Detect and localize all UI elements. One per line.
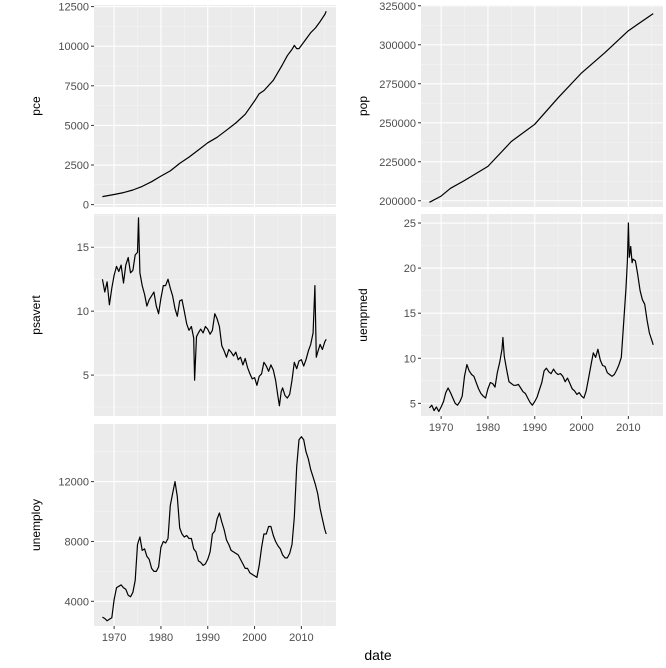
y-tick-label: 325000: [379, 1, 416, 13]
y-tick-label: 5: [83, 370, 89, 382]
panel-uempmed: 5 10 15 20 25 1970 1980 1990 2000 2010 uempmed: [356, 214, 663, 434]
y-tick-label: 15: [77, 242, 89, 254]
series-line-pce: [102, 11, 327, 198]
y-axis-label: pce: [29, 96, 43, 116]
y-axis-label: psavert: [29, 295, 43, 335]
panel-background: [421, 5, 663, 207]
y-tick-label: 10: [77, 306, 89, 318]
panel-background: [94, 5, 336, 207]
panel-background: [421, 214, 663, 416]
y-tick-label: 200000: [379, 196, 416, 208]
y-axis-label: pop: [356, 96, 370, 116]
y-tick-label: 300000: [379, 40, 416, 52]
y-tick-label: 5000: [65, 120, 89, 132]
panel-unemploy: 4000 8000 12000 1970 1980 1990 2000 2010 unemplo…: [29, 424, 336, 644]
panel-psavert: 5 10 15 psavert: [29, 214, 336, 416]
panel-pce: 0 2500 5000 7500 10000 12500 pce: [29, 2, 336, 212]
x-tick-label: 1990: [523, 422, 547, 434]
y-tick-label: 0: [83, 200, 89, 212]
series-line-unemploy: [102, 436, 327, 622]
y-tick-label: 250000: [379, 118, 416, 130]
y-tick-label: 10: [404, 353, 416, 365]
x-tick-label: 2010: [289, 632, 313, 644]
x-tick-label: 1980: [149, 632, 173, 644]
chart-panels: 0 2500 5000 7500 10000 12500 pce 200000 225000 25…: [29, 1, 663, 644]
y-tick-label: 2500: [65, 160, 89, 172]
y-tick-label: 20: [404, 263, 416, 275]
x-tick-label: 2010: [616, 422, 640, 434]
x-axis-label: date: [364, 647, 391, 663]
y-tick-label: 5: [410, 398, 416, 410]
y-tick-label: 275000: [379, 79, 416, 91]
y-tick-label: 25: [404, 218, 416, 230]
panel-pop: 200000 225000 250000 275000 300000 325000 pop: [356, 1, 663, 208]
x-tick-label: 1980: [476, 422, 500, 434]
x-tick-label: 1970: [429, 422, 453, 434]
x-tick-label: 2000: [242, 632, 266, 644]
x-tick-label: 1990: [196, 632, 220, 644]
y-tick-label: 8000: [65, 536, 89, 548]
y-tick-label: 12000: [58, 477, 89, 489]
y-tick-label: 225000: [379, 157, 416, 169]
series-line-pop: [429, 13, 654, 203]
y-tick-label: 7500: [65, 81, 89, 93]
panel-background: [94, 424, 336, 626]
y-tick-label: 10000: [58, 41, 89, 53]
series-line-psavert: [101, 217, 327, 407]
y-tick-label: 12500: [58, 2, 89, 14]
x-tick-label: 1970: [102, 632, 126, 644]
y-axis-label: uempmed: [356, 288, 370, 341]
y-tick-label: 4000: [65, 596, 89, 608]
x-tick-label: 2000: [569, 422, 593, 434]
y-axis-label: unemploy: [29, 499, 43, 551]
series-line-uempmed: [428, 222, 654, 413]
y-tick-label: 15: [404, 308, 416, 320]
